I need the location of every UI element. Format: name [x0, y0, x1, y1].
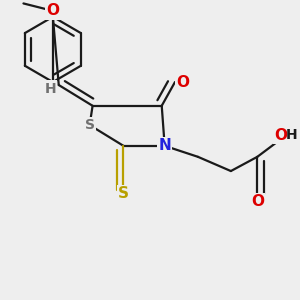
Text: O: O	[274, 128, 287, 143]
Text: O: O	[46, 3, 59, 18]
Text: S: S	[118, 186, 129, 201]
Text: H: H	[286, 128, 298, 142]
Text: O: O	[176, 75, 189, 90]
Text: N: N	[158, 138, 171, 153]
Text: H: H	[45, 82, 56, 96]
Text: O: O	[251, 194, 264, 209]
Text: S: S	[85, 118, 94, 132]
